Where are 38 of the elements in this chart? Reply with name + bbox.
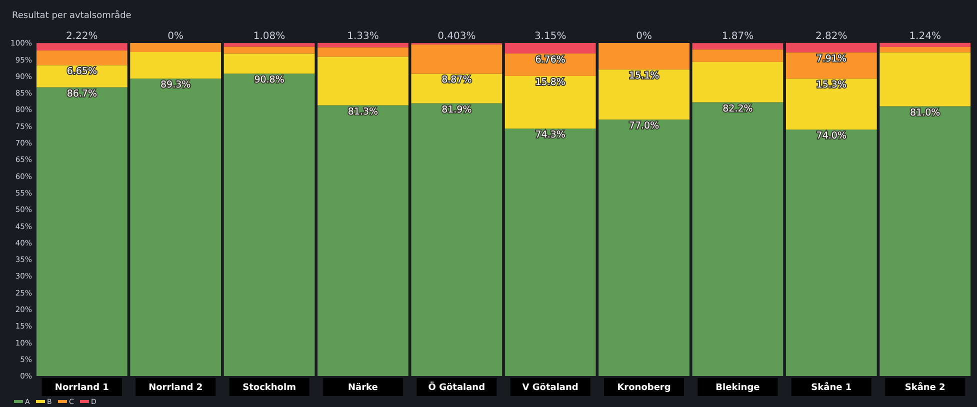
data-label: 6.65% xyxy=(66,66,97,78)
x-tick-label: Stockholm xyxy=(242,383,296,393)
data-label: 2.82% xyxy=(816,30,848,42)
data-label: 74.0% xyxy=(816,130,846,142)
x-tick-label: Ö Götaland xyxy=(428,381,486,393)
data-label: 1.08% xyxy=(253,31,286,42)
x-tick-label: Närke xyxy=(348,383,378,393)
data-label: 3.15% xyxy=(534,30,566,42)
x-tick-label: Skåne 2 xyxy=(904,382,946,393)
data-label: 0% xyxy=(636,31,652,42)
data-label: 7.91% xyxy=(816,53,846,64)
data-label: 81.0% xyxy=(910,107,940,118)
x-tick-label: Blekinge xyxy=(716,383,760,393)
data-label: 81.3% xyxy=(348,106,378,118)
data-label: 82.2% xyxy=(722,103,753,114)
data-label: 0.403% xyxy=(438,31,476,42)
data-label: 1.87% xyxy=(722,31,754,42)
data-label: 6.76% xyxy=(535,54,566,66)
data-label: 8.87% xyxy=(442,74,472,86)
data-label: 15.8% xyxy=(535,76,566,88)
data-label: 86.7% xyxy=(66,88,97,100)
data-label: 0% xyxy=(168,31,184,42)
data-label: 89.3% xyxy=(160,80,191,91)
data-label: 77.0% xyxy=(628,120,660,132)
data-label: 2.22% xyxy=(66,31,98,42)
data-label: 15.1% xyxy=(628,70,660,82)
x-tick-label: Skåne 1 xyxy=(811,382,852,393)
data-label: 1.24% xyxy=(909,30,941,42)
x-tick-label: Kronoberg xyxy=(617,383,671,393)
data-label: 81.9% xyxy=(442,104,472,116)
chart-title: Resultat per avtalsområde xyxy=(12,10,132,21)
data-label: 74.3% xyxy=(535,130,566,141)
x-tick-label: V Götaland xyxy=(522,383,578,393)
x-tick-label: Norrland 2 xyxy=(148,383,203,393)
x-tick-label: Norrland 1 xyxy=(54,383,109,393)
data-label: 1.33% xyxy=(347,30,379,42)
data-label: 90.8% xyxy=(254,74,284,86)
data-label: 15.3% xyxy=(816,80,846,91)
